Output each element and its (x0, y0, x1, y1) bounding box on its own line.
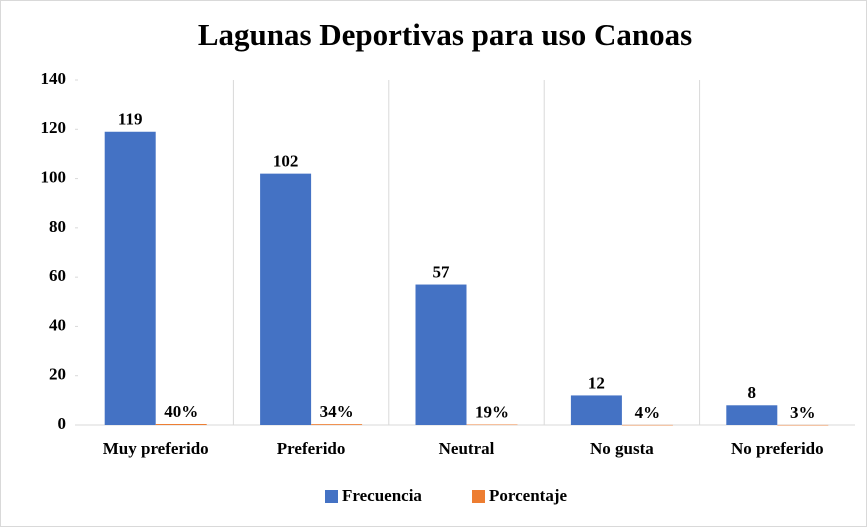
data-label: 8 (748, 383, 757, 402)
data-label: 4% (635, 403, 661, 422)
y-tick-label: 20 (49, 365, 66, 384)
x-tick-label: Muy preferido (103, 439, 209, 458)
data-label: 3% (790, 403, 816, 422)
legend-swatch (472, 490, 485, 503)
bar (104, 131, 156, 425)
x-tick-label: Neutral (439, 439, 495, 458)
data-label: 12 (588, 373, 605, 392)
data-label: 19% (475, 402, 509, 421)
x-tick-label: No gusta (590, 439, 654, 458)
y-tick-label: 60 (49, 266, 66, 285)
bar (726, 405, 778, 425)
bar (466, 424, 518, 426)
y-tick-label: 140 (41, 69, 67, 88)
y-tick-label: 80 (49, 217, 66, 236)
bar (415, 284, 467, 425)
bar (570, 395, 622, 425)
chart-title: Lagunas Deportivas para uso Canoas (198, 17, 692, 52)
data-label: 102 (273, 152, 299, 171)
legend-label: Porcentaje (489, 486, 567, 505)
data-label: 57 (433, 262, 451, 281)
data-label: 119 (118, 110, 143, 129)
data-label: 34% (320, 402, 354, 421)
y-tick-label: 120 (41, 118, 67, 137)
bar (777, 424, 829, 426)
bar (621, 424, 673, 426)
x-tick-label: Preferido (277, 439, 346, 458)
y-tick-label: 40 (49, 315, 66, 334)
bar (155, 424, 207, 425)
y-tick-label: 100 (41, 167, 67, 186)
x-tick-label: No preferido (731, 439, 824, 458)
data-label: 40% (164, 402, 198, 421)
legend-label: Frecuencia (342, 486, 422, 505)
bar (311, 424, 363, 425)
bar (260, 173, 312, 425)
y-tick-label: 0 (58, 414, 67, 433)
legend-swatch (325, 490, 338, 503)
